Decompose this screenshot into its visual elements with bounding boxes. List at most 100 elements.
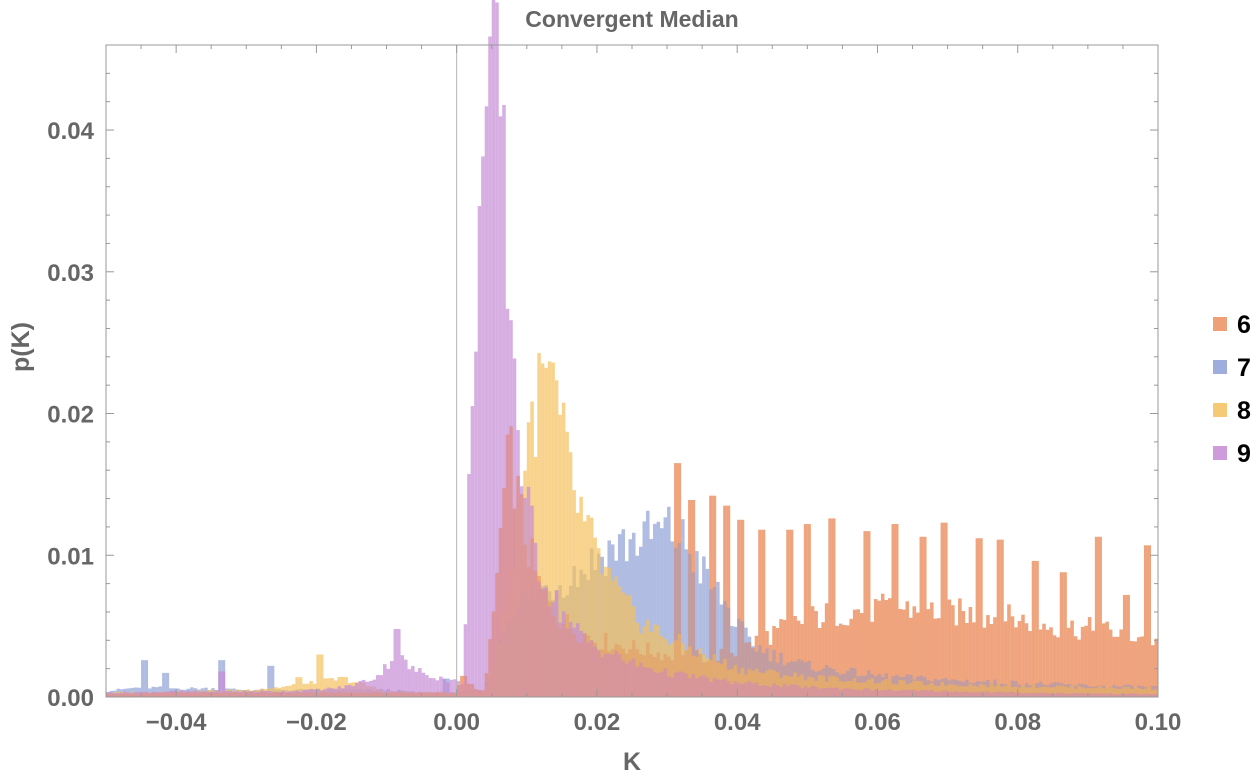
bar	[793, 616, 797, 697]
bar	[1066, 687, 1071, 697]
bar	[200, 692, 205, 697]
bar	[106, 692, 110, 697]
bar	[954, 625, 959, 697]
bar	[130, 693, 135, 697]
bar	[397, 628, 401, 697]
bar	[951, 605, 955, 697]
bar	[393, 692, 398, 697]
legend-swatch	[1213, 446, 1227, 460]
bar	[463, 675, 468, 697]
bar	[1077, 685, 1081, 697]
bar	[923, 536, 927, 697]
bar	[947, 691, 952, 697]
bar	[1056, 685, 1060, 697]
bar	[740, 519, 745, 697]
bar	[838, 623, 843, 697]
bar	[859, 613, 864, 697]
bar	[880, 593, 885, 697]
bar	[1129, 641, 1134, 697]
bar	[1070, 620, 1074, 697]
bar	[463, 624, 468, 697]
bar	[1045, 686, 1050, 697]
bar	[733, 681, 738, 697]
bar	[197, 693, 201, 697]
bar	[502, 104, 506, 698]
bar	[519, 486, 524, 697]
bar	[383, 664, 387, 697]
bar	[270, 691, 275, 697]
bar	[1021, 614, 1025, 697]
bar	[730, 626, 734, 697]
bar	[807, 687, 811, 697]
bar	[148, 693, 152, 697]
bar	[1014, 627, 1018, 697]
bar	[1108, 629, 1113, 697]
bar	[193, 690, 198, 697]
bar	[235, 693, 240, 697]
bar	[989, 683, 994, 697]
bar	[852, 677, 857, 697]
bar	[312, 692, 317, 697]
bar	[873, 688, 878, 697]
bar	[1077, 639, 1081, 697]
bar	[1122, 694, 1127, 697]
bar	[530, 505, 534, 697]
bar	[873, 599, 878, 697]
bar	[537, 576, 541, 697]
bar	[228, 690, 233, 697]
bar	[207, 692, 212, 697]
bar	[589, 640, 594, 697]
bar	[1035, 560, 1039, 697]
bar	[642, 655, 647, 697]
bar	[1115, 694, 1120, 697]
bar	[635, 649, 640, 697]
bar	[954, 691, 959, 697]
bar	[1094, 687, 1099, 697]
x-tick-label: −0.04	[146, 709, 207, 736]
bar	[691, 572, 696, 697]
bar	[1077, 639, 1081, 697]
bar	[905, 601, 910, 697]
bar	[446, 692, 450, 697]
bar	[340, 688, 345, 697]
bar	[1059, 572, 1064, 697]
bar	[1014, 686, 1018, 697]
bar	[190, 691, 194, 697]
bar	[1063, 572, 1067, 697]
bar	[418, 668, 422, 697]
bar	[923, 536, 927, 697]
bar	[1010, 616, 1015, 697]
bar	[1087, 693, 1092, 697]
bar	[719, 679, 724, 697]
bar	[782, 619, 787, 697]
bar	[1028, 631, 1032, 697]
bar	[519, 494, 524, 697]
bar	[484, 106, 489, 698]
bar	[663, 638, 668, 697]
bar	[1028, 631, 1032, 697]
bar	[386, 668, 391, 697]
bar	[670, 642, 675, 697]
bar	[1098, 693, 1102, 697]
bar	[421, 672, 426, 697]
bar	[267, 690, 271, 697]
bar	[828, 687, 832, 697]
bar	[316, 688, 320, 697]
bar	[817, 675, 822, 697]
x-tick-label: −0.02	[286, 709, 347, 736]
bar	[761, 685, 766, 697]
bar	[768, 686, 773, 697]
bar	[653, 624, 657, 697]
bar	[947, 684, 952, 697]
bar	[796, 620, 801, 697]
bar	[863, 531, 867, 697]
bar	[400, 692, 405, 697]
bar	[186, 690, 191, 697]
bar	[852, 609, 857, 697]
bar	[365, 693, 369, 697]
bar	[937, 618, 941, 697]
bar	[442, 679, 447, 697]
bar	[916, 680, 920, 697]
bar	[789, 684, 794, 697]
bar	[737, 683, 741, 697]
